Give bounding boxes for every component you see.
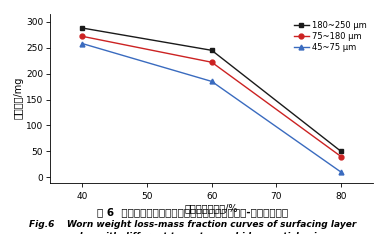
Text: 图 6  不同碳化鹨粒径下堆焊层试样的磨损质量损失-质量分数曲线: 图 6 不同碳化鹨粒径下堆焊层试样的磨损质量损失-质量分数曲线 [97, 207, 288, 217]
Text: Fig.6    Worn weight loss-mass fraction curves of surfacing layer: Fig.6 Worn weight loss-mass fraction cur… [29, 220, 356, 229]
45~75 μm [80, 42, 85, 45]
Line: 75~180 μm: 75~180 μm [80, 34, 343, 159]
Y-axis label: 质量损失/mg: 质量损失/mg [13, 77, 23, 120]
75~180 μm [339, 155, 343, 158]
75~180 μm [80, 35, 85, 38]
75~180 μm [209, 61, 214, 64]
Line: 180~250 μm: 180~250 μm [80, 26, 343, 154]
X-axis label: 碳化鹨质量分数/%: 碳化鹨质量分数/% [185, 203, 238, 213]
Text: samples with different tungsten carbides particle sizes: samples with different tungsten carbides… [52, 232, 333, 234]
180~250 μm [339, 150, 343, 153]
Line: 45~75 μm: 45~75 μm [80, 41, 343, 175]
180~250 μm [209, 49, 214, 52]
180~250 μm [80, 27, 85, 29]
Legend: 180~250 μm, 75~180 μm, 45~75 μm: 180~250 μm, 75~180 μm, 45~75 μm [291, 18, 369, 54]
45~75 μm [339, 171, 343, 174]
45~75 μm [209, 80, 214, 83]
